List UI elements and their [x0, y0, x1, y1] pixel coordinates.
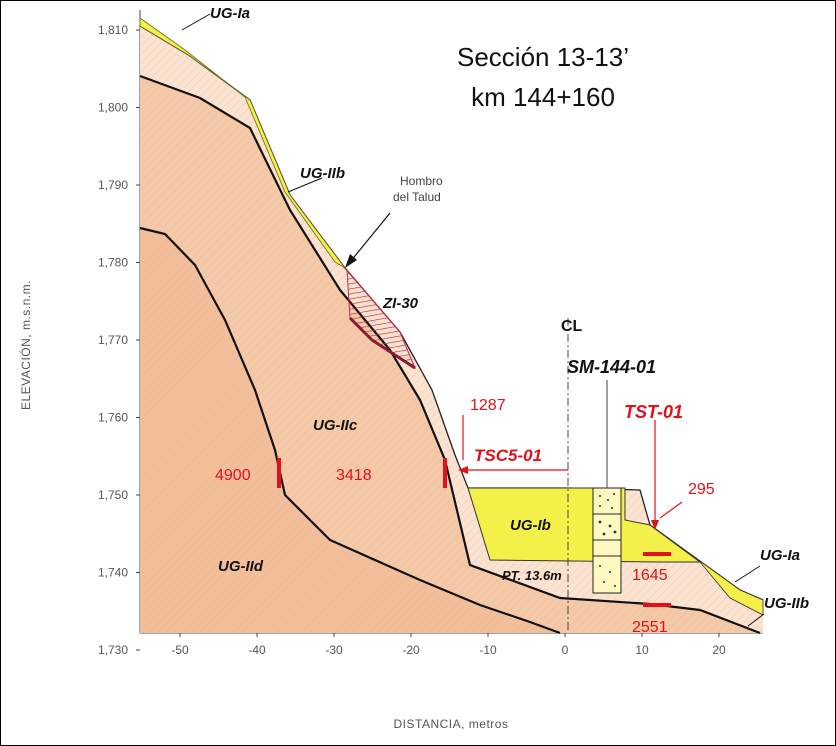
- x-tick-label: 20: [712, 643, 726, 657]
- x-tick-label: -30: [325, 643, 343, 657]
- x-axis-label: DISTANCIA, metros: [394, 717, 509, 731]
- marker-4900: [277, 458, 281, 488]
- velocity-1287: 1287: [470, 397, 506, 414]
- x-ticks: -50 -40 -30 -20 -10 0 10 20: [171, 633, 726, 657]
- label-ug-ia-right: UG-Ia: [760, 547, 800, 564]
- marker-3418: [443, 458, 447, 488]
- pt-label: PT. 13.6m: [502, 568, 562, 583]
- label-ug-iid: UG-IId: [218, 558, 264, 575]
- x-tick-label: 0: [562, 643, 569, 657]
- x-tick-label: -20: [402, 643, 420, 657]
- borehole-sm-144-01: [592, 380, 622, 594]
- label-ug-iib-top: UG-IIb: [300, 165, 345, 182]
- label-ug-iib-right: UG-IIb: [764, 595, 809, 612]
- x-tick-label: -10: [479, 643, 497, 657]
- y-tick-label: 1,760: [98, 411, 128, 425]
- centerline-label: CL: [561, 318, 583, 335]
- velocity-4900: 4900: [215, 467, 251, 484]
- borehole-label: SM-144-01: [567, 357, 656, 377]
- ug-ib-fill: [467, 487, 702, 563]
- y-tick-label: 1,730: [98, 643, 128, 657]
- y-ticks: 1,810 1,800 1,790 1,780 1,770 1,760 1,750 1,740…: [98, 23, 140, 657]
- x-tick-label: 10: [635, 643, 649, 657]
- marker-2551: [643, 603, 671, 607]
- title-line-2: km 144+160: [471, 82, 615, 112]
- tst-label: TST-01: [624, 402, 683, 422]
- marker-1645: [643, 552, 671, 556]
- y-axis-label: ELEVACIÓN, m.s.n.m.: [18, 280, 33, 410]
- y-tick-label: 1,810: [98, 23, 128, 37]
- y-tick-label: 1,750: [98, 488, 128, 502]
- velocity-1645: 1645: [632, 567, 668, 584]
- hombro-line-2: del Talud: [393, 190, 441, 204]
- label-ug-iic: UG-IIc: [313, 417, 358, 434]
- x-tick-label: -40: [248, 643, 266, 657]
- hombro-line-1: Hombro: [400, 174, 443, 188]
- y-tick-label: 1,790: [98, 178, 128, 192]
- title-line-1: Sección 13-13’: [457, 42, 629, 72]
- y-tick-label: 1,770: [98, 333, 128, 347]
- tsc5-label: TSC5-01: [474, 446, 542, 465]
- label-ug-ib: UG-Ib: [510, 517, 551, 534]
- ug-ia-top-layer: [139, 17, 346, 269]
- velocity-2551: 2551: [632, 619, 668, 636]
- velocity-3418: 3418: [336, 467, 372, 484]
- x-tick-label: -50: [171, 643, 189, 657]
- velocity-295: 295: [688, 481, 715, 498]
- label-zi30: ZI-30: [382, 295, 419, 312]
- y-tick-label: 1,740: [98, 566, 128, 580]
- y-tick-label: 1,800: [98, 101, 128, 115]
- y-tick-label: 1,780: [98, 256, 128, 270]
- label-ug-ia-top: UG-Ia: [210, 5, 250, 22]
